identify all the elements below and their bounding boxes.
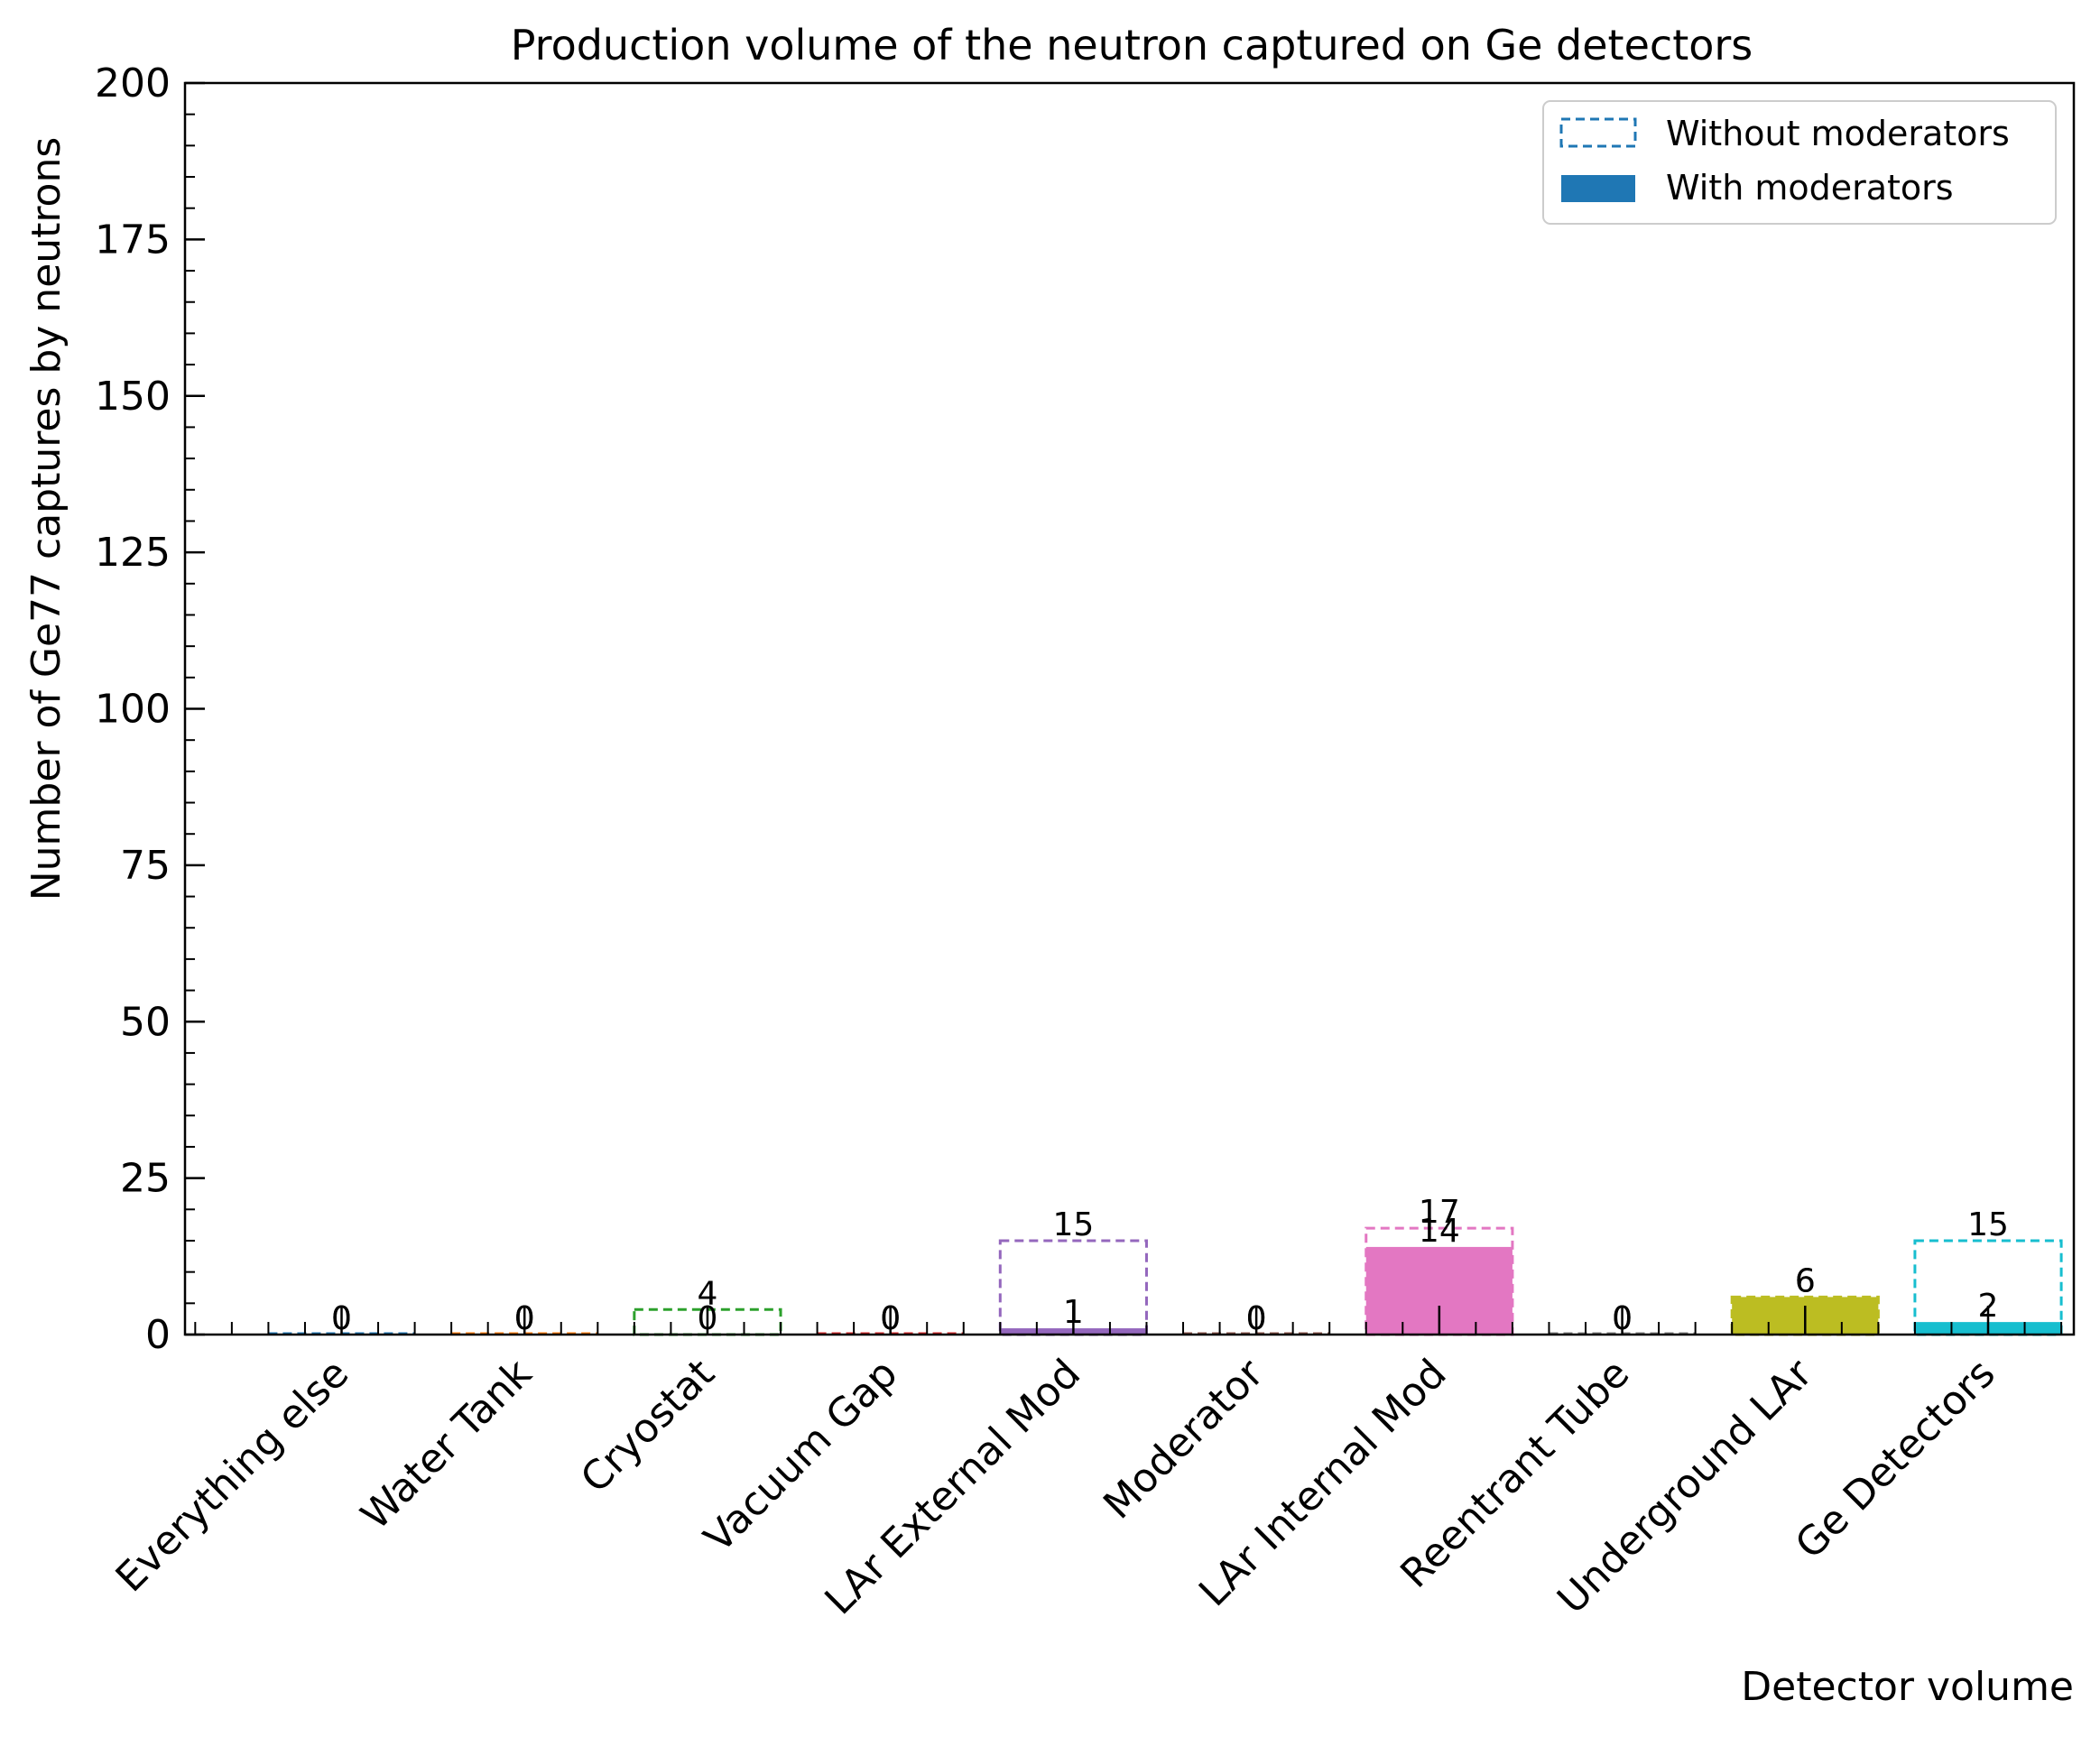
legend-swatch-with-moderators [1561, 175, 1635, 202]
series-with-moderators [1000, 1246, 2062, 1335]
x-tick-label-moderator: Moderator [1095, 1350, 1272, 1528]
legend: Without moderators With moderators [1542, 100, 2057, 225]
y-tick-label: 100 [95, 687, 171, 733]
y-tick-label: 150 [95, 374, 171, 420]
bar-without-lar-external-mod [998, 1239, 1148, 1336]
y-tick-label: 0 [145, 1312, 171, 1358]
y-axis-ticks: 0 25 50 75 100 125 150 175 200 [95, 60, 205, 1358]
value-label-without-lar-external-mod: 15 [1052, 1206, 1094, 1243]
value-label-without-cryostat: 4 [697, 1275, 717, 1312]
legend-frame [1542, 100, 2057, 225]
plot-frame [183, 81, 2076, 1336]
bar-without-ge-detectors [1913, 1239, 2063, 1336]
y-tick-label: 75 [120, 843, 171, 889]
x-axis-label: Detector volume [1741, 1664, 2074, 1710]
value-label-without-underground-lar: 6 [1795, 1262, 1816, 1299]
x-tick-label-vacuum-gap: Vacuum Gap [696, 1351, 907, 1562]
y-tick-label: 175 [95, 217, 171, 263]
y-tick-label: 25 [120, 1156, 171, 1202]
value-label-without-lar-internal-mod: 17 [1419, 1194, 1460, 1231]
chart-title: Production volume of the neutron capture… [511, 21, 1753, 69]
x-tick-label-cryostat: Cryostat [572, 1351, 724, 1502]
legend-swatch-without-moderators [1559, 117, 1637, 148]
y-tick-label: 50 [120, 999, 171, 1045]
legend-label-with-moderators: With moderators [1666, 168, 1954, 208]
y-tick-label: 200 [95, 60, 171, 106]
y-axis-label: Number of Ge77 captures by neutrons [23, 137, 69, 901]
value-label-with-lar-internal-mod: 14 [1419, 1213, 1460, 1250]
y-tick-label: 125 [95, 530, 171, 576]
x-tick-label-water-tank: Water Tank [352, 1350, 541, 1538]
value-label-with-underground-lar: 6 [1795, 1262, 1816, 1299]
value-label-without-ge-detectors: 15 [1967, 1206, 2009, 1243]
legend-label-without-moderators: Without moderators [1666, 114, 2010, 153]
x-tick-label-everything-else: Everything else [107, 1351, 358, 1602]
